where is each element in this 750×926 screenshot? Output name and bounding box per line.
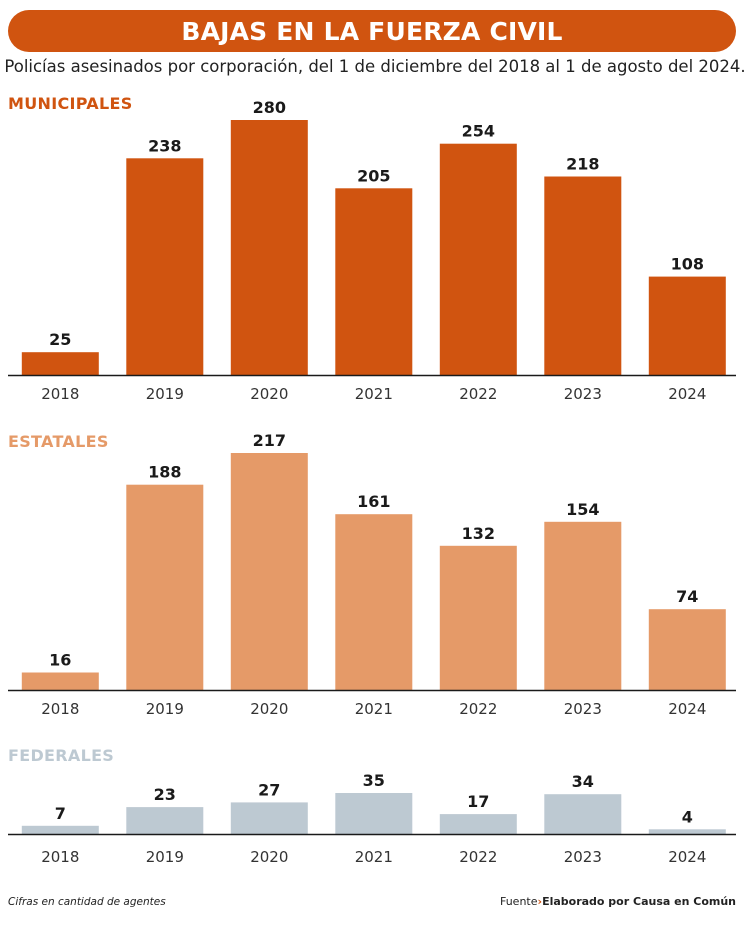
data-label-estatales-2023: 154: [566, 500, 599, 519]
tick-label-estatales-2024: 2024: [668, 700, 706, 718]
data-label-estatales-2021: 161: [357, 492, 390, 511]
bar-federales-2021: [335, 793, 413, 834]
data-label-municipales-2024: 108: [671, 255, 704, 274]
tick-label-federales-2023: 2023: [564, 848, 602, 866]
bar-federales-2023: [544, 794, 622, 834]
data-label-municipales-2021: 205: [357, 166, 390, 185]
data-label-estatales-2024: 74: [676, 587, 698, 606]
bar-municipales-2024: [648, 276, 726, 375]
section-label-estatales: ESTATALES: [8, 432, 109, 451]
bar-federales-2019: [126, 807, 204, 834]
bar-municipales-2023: [544, 176, 622, 375]
data-label-estatales-2018: 16: [49, 651, 71, 670]
data-label-estatales-2020: 217: [253, 431, 286, 450]
bar-estatales-2022: [439, 545, 517, 690]
bar-federales-2022: [439, 814, 517, 834]
data-label-federales-2019: 23: [154, 785, 176, 804]
tick-label-municipales-2020: 2020: [250, 385, 288, 403]
section-label-federales: FEDERALES: [8, 746, 115, 765]
tick-label-federales-2018: 2018: [41, 848, 79, 866]
data-label-federales-2020: 27: [258, 780, 280, 799]
source-arrow-icon: ›: [537, 895, 543, 908]
bar-municipales-2019: [126, 158, 204, 376]
tick-label-estatales-2019: 2019: [146, 700, 184, 718]
bar-chart-estatales: 16 2018 188 2019 217 2020 161 2021 132 2022 154 202…: [8, 431, 736, 718]
tick-label-estatales-2023: 2023: [564, 700, 602, 718]
data-label-federales-2023: 34: [572, 772, 594, 791]
chart-title: BAJAS EN LA FUERZA CIVIL: [181, 16, 563, 46]
bar-estatales-2024: [648, 609, 726, 690]
title-banner: BAJAS EN LA FUERZA CIVIL: [8, 10, 736, 52]
bar-municipales-2022: [439, 143, 517, 375]
data-label-estatales-2022: 132: [462, 524, 495, 543]
tick-label-estatales-2022: 2022: [459, 700, 497, 718]
bar-federales-2024: [648, 829, 726, 834]
bar-estatales-2018: [21, 672, 99, 690]
source-label: Fuente: [499, 895, 538, 908]
bar-municipales-2021: [335, 188, 413, 375]
tick-label-federales-2021: 2021: [355, 848, 393, 866]
bar-chart-municipales: 25 2018 238 2019 280 2020 205 2021 254 2022 218 202…: [8, 98, 736, 403]
tick-label-municipales-2024: 2024: [668, 385, 706, 403]
bar-estatales-2021: [335, 514, 413, 690]
data-label-federales-2021: 35: [363, 771, 385, 790]
bar-estatales-2019: [126, 484, 204, 690]
bar-federales-2018: [21, 825, 99, 834]
bar-chart-federales: 7 2018 23 2019 27 2020 35 2021 17 2022 34 2023 4 2024: [8, 771, 736, 866]
tick-label-federales-2024: 2024: [668, 848, 706, 866]
tick-label-municipales-2021: 2021: [355, 385, 393, 403]
tick-label-federales-2020: 2020: [250, 848, 288, 866]
tick-label-municipales-2022: 2022: [459, 385, 497, 403]
bar-municipales-2018: [21, 352, 99, 375]
data-label-federales-2022: 17: [467, 792, 489, 811]
data-label-municipales-2020: 280: [253, 98, 286, 117]
tick-label-municipales-2018: 2018: [41, 385, 79, 403]
data-label-estatales-2019: 188: [148, 463, 181, 482]
bar-estatales-2020: [230, 453, 308, 690]
tick-label-federales-2019: 2019: [146, 848, 184, 866]
tick-label-municipales-2019: 2019: [146, 385, 184, 403]
bar-municipales-2020: [230, 120, 308, 375]
tick-label-estatales-2020: 2020: [250, 700, 288, 718]
data-label-municipales-2022: 254: [462, 122, 495, 141]
tick-label-municipales-2023: 2023: [564, 385, 602, 403]
tick-label-estatales-2018: 2018: [41, 700, 79, 718]
tick-label-estatales-2021: 2021: [355, 700, 393, 718]
section-label-municipales: MUNICIPALES: [8, 94, 133, 113]
chart-subtitle: Policías asesinados por corporación, del…: [4, 57, 746, 76]
bar-federales-2020: [230, 802, 308, 834]
tick-label-federales-2022: 2022: [459, 848, 497, 866]
footer-source: Fuente›Elaborado por Causa en Común: [500, 895, 736, 908]
data-label-municipales-2023: 218: [566, 155, 599, 174]
source-text: Elaborado por Causa en Común: [542, 895, 736, 908]
bar-estatales-2023: [544, 521, 622, 690]
data-label-municipales-2019: 238: [148, 136, 181, 155]
data-label-municipales-2018: 25: [49, 330, 71, 349]
footer-note: Cifras en cantidad de agentes: [8, 896, 166, 908]
data-label-federales-2024: 4: [682, 807, 693, 826]
data-label-federales-2018: 7: [55, 804, 66, 823]
